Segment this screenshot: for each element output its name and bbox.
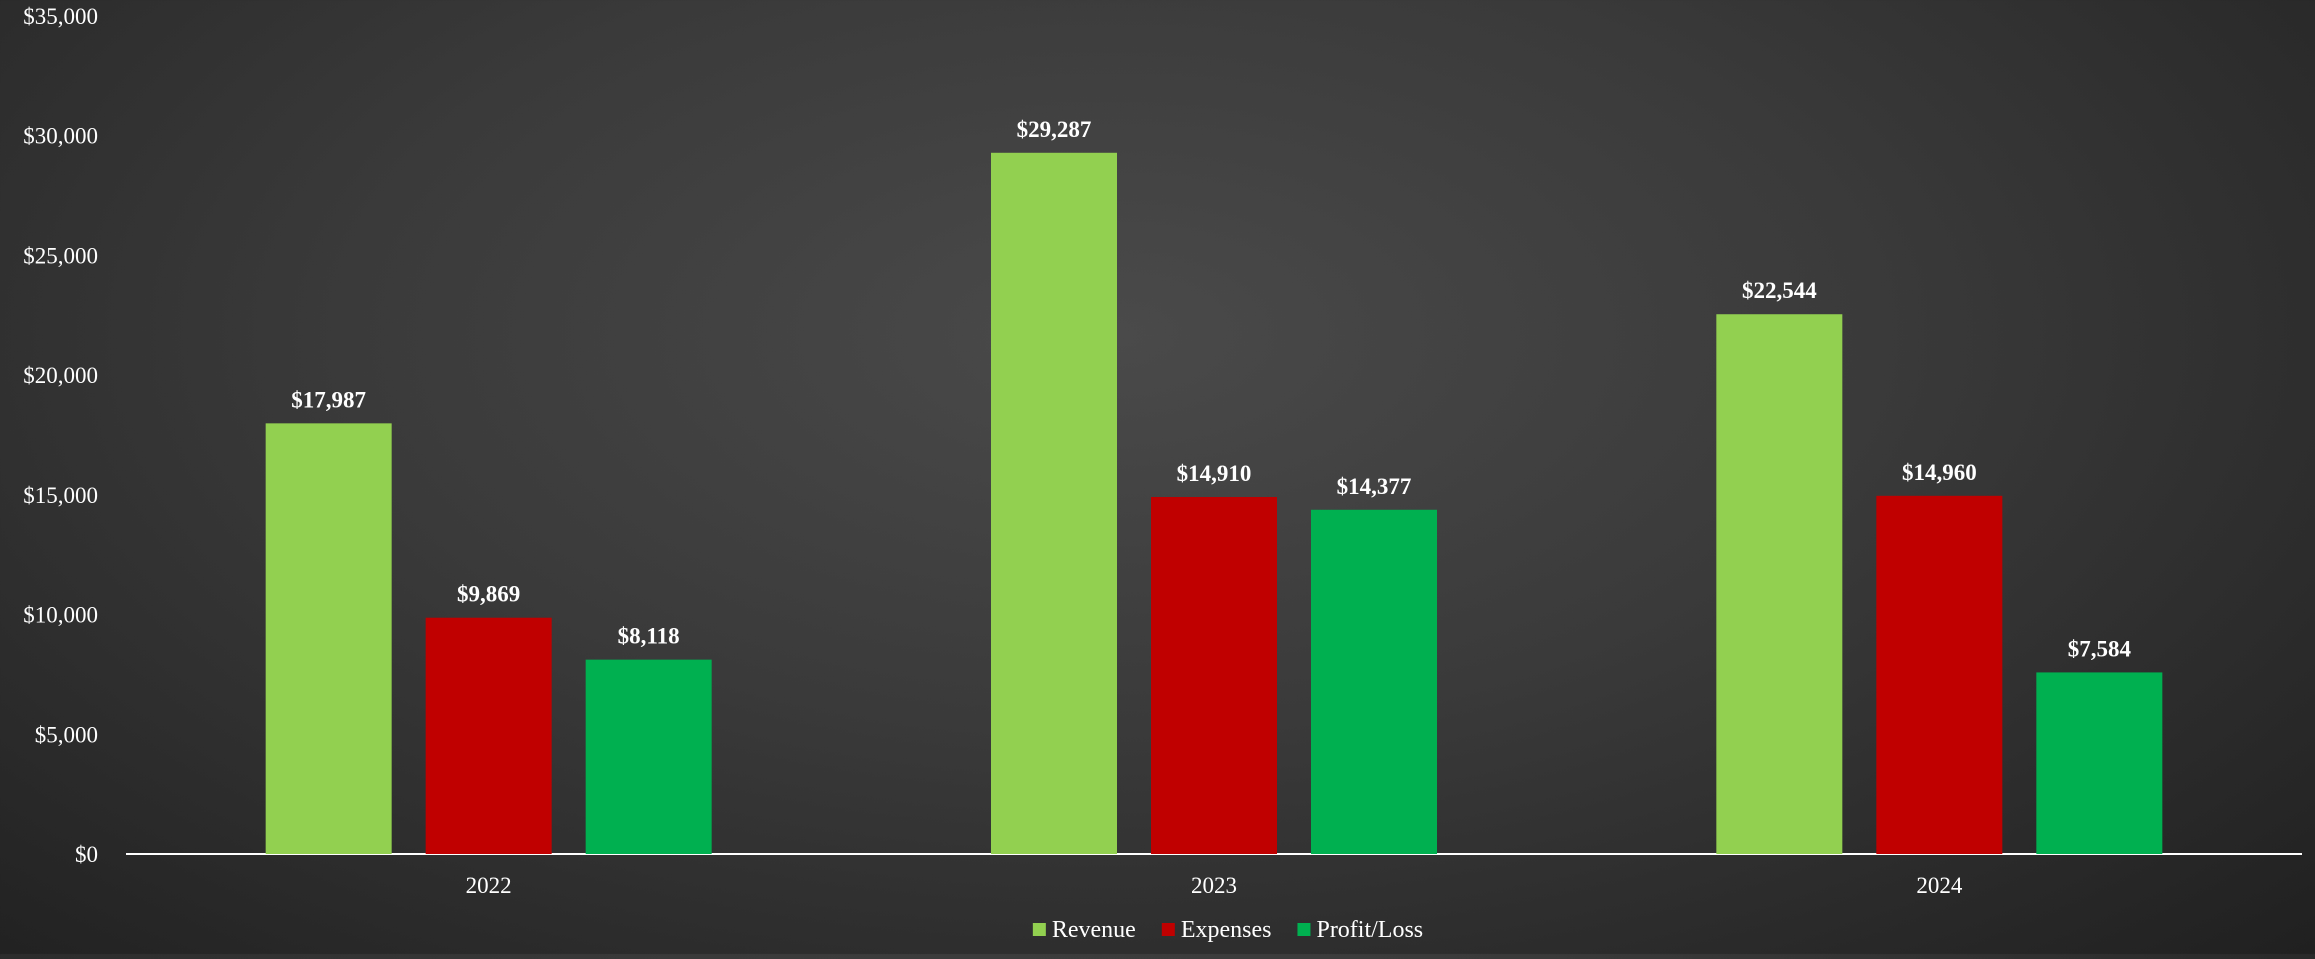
y-tick-label: $5,000: [35, 722, 98, 747]
legend-label: Revenue: [1052, 917, 1136, 943]
y-tick-label: $35,000: [23, 4, 98, 29]
legend-swatch: [1161, 923, 1175, 936]
legend-swatch: [1032, 923, 1046, 936]
y-tick-label: $0: [75, 842, 98, 867]
data-label: $14,377: [1337, 474, 1412, 499]
x-category-label: 2024: [1916, 873, 1963, 898]
legend-label: Profit/Loss: [1316, 917, 1423, 943]
x-category-label: 2023: [1191, 873, 1237, 898]
bar-revenue-2024: [1716, 314, 1843, 854]
y-tick-label: $30,000: [23, 124, 98, 149]
y-tick-label: $10,000: [23, 603, 98, 628]
y-tick-label: $15,000: [23, 483, 98, 508]
bar-profit-loss-2023: [1311, 509, 1437, 854]
data-label: $7,584: [2068, 636, 2132, 661]
data-label: $14,910: [1177, 461, 1252, 486]
data-label: $14,960: [1902, 460, 1977, 485]
bar-revenue-2022: [265, 423, 392, 854]
y-tick-label: $20,000: [23, 363, 98, 388]
bar-expenses-2023: [1151, 497, 1277, 854]
bar-revenue-2023: [991, 152, 1117, 855]
legend-label: Expenses: [1181, 917, 1272, 943]
data-label: $22,544: [1742, 278, 1817, 303]
legend-swatch: [1297, 923, 1311, 936]
bar-profit-loss-2024: [2036, 672, 2163, 854]
x-category-label: 2022: [466, 873, 512, 898]
data-label: $17,987: [291, 387, 366, 412]
data-label: $9,869: [457, 582, 520, 607]
bar-expenses-2022: [425, 617, 552, 854]
bar-expenses-2024: [1876, 495, 2003, 854]
data-label: $8,118: [618, 624, 680, 649]
bar-profit-loss-2022: [585, 659, 712, 854]
data-label: $29,287: [1017, 117, 1092, 142]
y-tick-label: $25,000: [23, 243, 98, 268]
